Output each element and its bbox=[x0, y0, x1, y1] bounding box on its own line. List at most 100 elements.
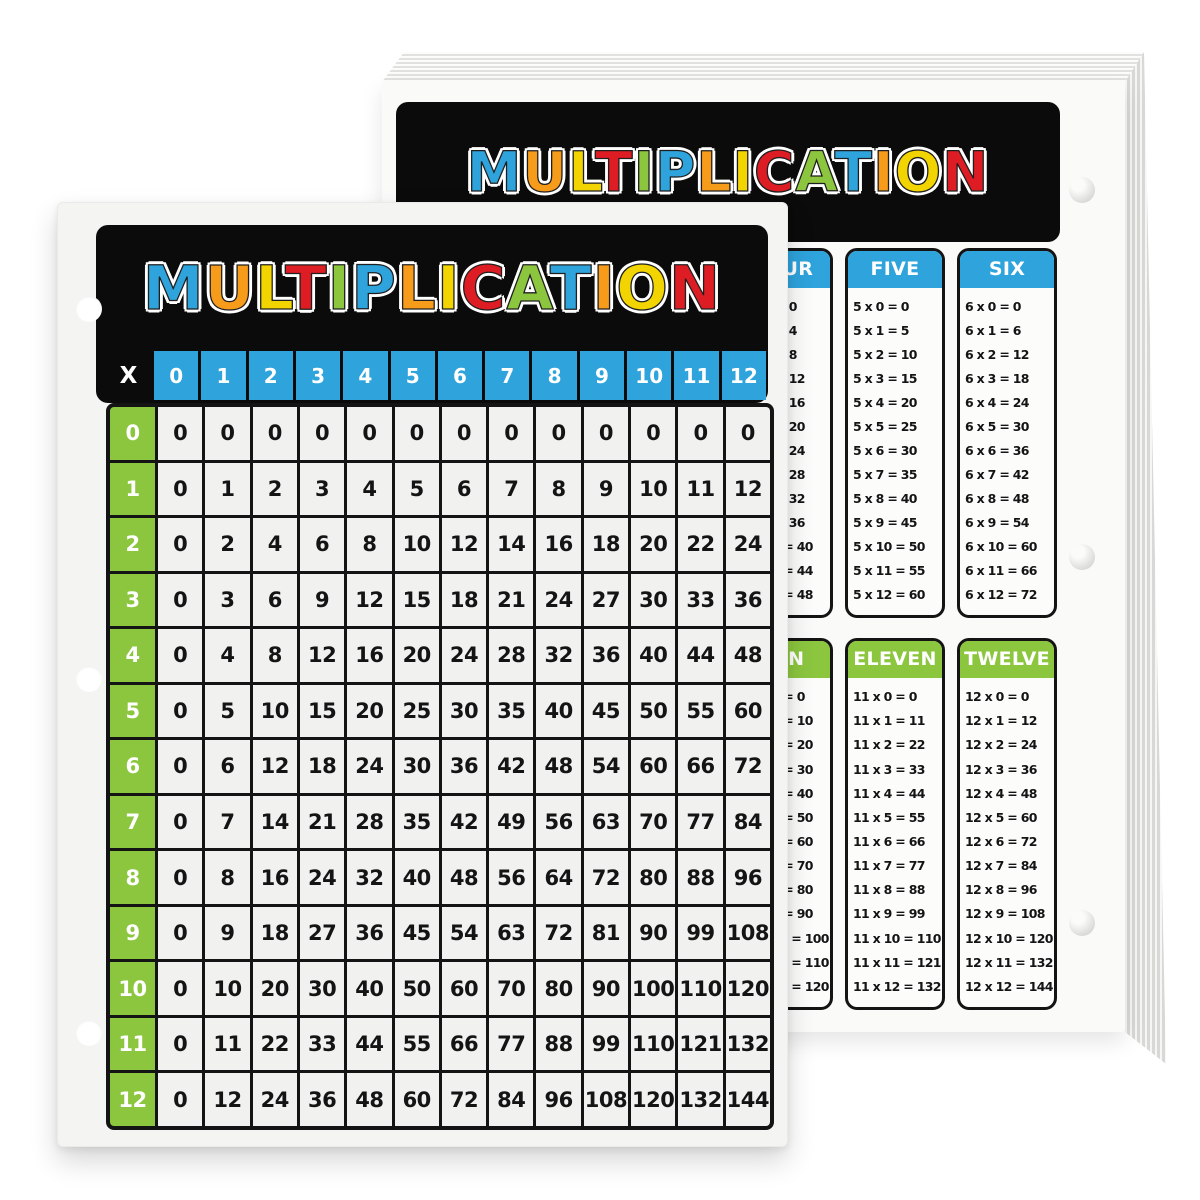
title-letter: N bbox=[668, 252, 722, 324]
grid-cell: 36 bbox=[299, 1073, 345, 1126]
fact-line: 12 x 1 = 12 bbox=[965, 713, 1037, 729]
grid-cell: 0 bbox=[583, 407, 629, 460]
fact-line: 5 x 0 = 0 bbox=[853, 299, 909, 314]
grid-cell: 4 bbox=[347, 462, 392, 516]
title-letter: T bbox=[549, 252, 593, 324]
grid-cell: 0 bbox=[441, 407, 487, 460]
grid-col-header: 3 bbox=[295, 351, 341, 400]
grid-cell: 0 bbox=[158, 906, 203, 960]
grid-cell: 54 bbox=[441, 906, 487, 960]
grid-cell: 77 bbox=[678, 795, 723, 849]
grid-cell: 72 bbox=[725, 740, 770, 793]
fact-line: 11 x 2 = 22 bbox=[853, 737, 925, 753]
grid-cell: 84 bbox=[725, 795, 770, 849]
grid-row-header: 9 bbox=[110, 906, 155, 960]
grid-cell: 0 bbox=[347, 407, 392, 460]
grid-cell: 0 bbox=[678, 407, 723, 460]
hole-punch bbox=[76, 666, 102, 692]
fact-line: 5 x 4 = 20 bbox=[853, 395, 917, 410]
grid-cell: 10 bbox=[205, 962, 250, 1015]
title-letter: O bbox=[894, 139, 943, 204]
fact-column-five: FIVE 5 x 0 = 0 5 x 1 = 5 5 x 2 = 10 5 x 3 = … bbox=[845, 248, 945, 618]
fact-line: 11 x 8 = 88 bbox=[853, 882, 925, 898]
fact-column-eleven: ELEVEN 11 x 0 = 0 11 x 1 = 11 11 x 2 = 22 11… bbox=[845, 638, 945, 1010]
grid-cell: 60 bbox=[631, 740, 676, 793]
grid-cell: 90 bbox=[583, 962, 629, 1015]
grid-cell: 8 bbox=[252, 629, 297, 682]
fact-line: 5 x 10 = 50 bbox=[853, 539, 925, 554]
grid-cell: 0 bbox=[299, 407, 345, 460]
grid-col-header: 9 bbox=[579, 351, 625, 400]
fact-column-six: SIX 6 x 0 = 0 6 x 1 = 6 6 x 2 = 12 6 x 3 = 1… bbox=[957, 248, 1057, 618]
grid-cell: 66 bbox=[441, 1017, 487, 1071]
grid-cell: 12 bbox=[347, 573, 392, 627]
grid-cell: 32 bbox=[347, 851, 392, 904]
grid-cell: 20 bbox=[631, 518, 676, 571]
back-title-panel: MULTIPLICATION bbox=[396, 102, 1060, 242]
grid-cell: 56 bbox=[489, 851, 534, 904]
grid-col-header: 11 bbox=[674, 351, 719, 400]
grid-cell: 108 bbox=[583, 1073, 629, 1126]
grid-cell: 77 bbox=[489, 1017, 534, 1071]
fact-line: 6 x 5 = 30 bbox=[965, 419, 1029, 434]
title-letter: U bbox=[204, 252, 256, 324]
grid-cell: 72 bbox=[536, 906, 581, 960]
grid-cell: 48 bbox=[725, 629, 770, 682]
grid-cell: 80 bbox=[536, 962, 581, 1015]
grid-cell: 12 bbox=[441, 518, 487, 571]
grid-row-header: 10 bbox=[110, 962, 155, 1015]
grid-row-header: 6 bbox=[110, 740, 155, 793]
hole-punch bbox=[1069, 544, 1095, 570]
grid-cell: 49 bbox=[489, 795, 534, 849]
grid-cell: 60 bbox=[441, 962, 487, 1015]
grid-cell: 7 bbox=[489, 462, 534, 516]
grid-cell: 0 bbox=[158, 629, 203, 682]
fact-list: 6 x 0 = 0 6 x 1 = 6 6 x 2 = 12 6 x 3 = 18 6 … bbox=[960, 288, 1054, 615]
grid-cell: 36 bbox=[725, 573, 770, 627]
grid-cell: 35 bbox=[394, 795, 439, 849]
fact-line: 6 x 11 = 66 bbox=[965, 563, 1037, 578]
grid-cell: 0 bbox=[394, 407, 439, 460]
grid-cell: 40 bbox=[394, 851, 439, 904]
title-letter: T bbox=[284, 252, 328, 324]
grid-cell: 110 bbox=[631, 1017, 676, 1071]
grid-cell: 27 bbox=[299, 906, 345, 960]
fact-line: 12 x 7 = 84 bbox=[965, 858, 1037, 874]
grid-cell: 110 bbox=[678, 962, 723, 1015]
grid-cell: 42 bbox=[441, 795, 487, 849]
title-letter: I bbox=[732, 139, 754, 204]
grid-cell: 60 bbox=[394, 1073, 439, 1126]
grid-cell: 99 bbox=[583, 1017, 629, 1071]
grid-row-header: 0 bbox=[110, 407, 155, 460]
front-card-title: MULTIPLICATION bbox=[142, 257, 721, 319]
title-letter: L bbox=[396, 252, 437, 324]
grid-cell: 0 bbox=[205, 407, 250, 460]
grid-cell: 66 bbox=[678, 740, 723, 793]
fact-line: 11 x 3 = 33 bbox=[853, 761, 925, 777]
grid-cell: 88 bbox=[536, 1017, 581, 1071]
grid-cell: 12 bbox=[252, 740, 297, 793]
grid-cell: 14 bbox=[252, 795, 297, 849]
grid-cell: 80 bbox=[631, 851, 676, 904]
fact-line: 12 x 11 = 132 bbox=[965, 954, 1053, 970]
grid-cell: 0 bbox=[158, 573, 203, 627]
grid-cell: 96 bbox=[536, 1073, 581, 1126]
fact-line: 12 x 2 = 24 bbox=[965, 737, 1037, 753]
grid-cell: 12 bbox=[299, 629, 345, 682]
grid-cell: 0 bbox=[252, 407, 297, 460]
fact-line: 6 x 8 = 48 bbox=[965, 491, 1029, 506]
fact-line: 11 x 1 = 11 bbox=[853, 713, 925, 729]
fact-line: 6 x 7 = 42 bbox=[965, 467, 1029, 482]
grid-row-header: 3 bbox=[110, 573, 155, 627]
grid-cell: 1 bbox=[205, 462, 250, 516]
fact-line: 12 x 8 = 96 bbox=[965, 882, 1037, 898]
title-letter: I bbox=[327, 252, 352, 324]
title-letter: P bbox=[351, 252, 397, 324]
title-letter: I bbox=[872, 139, 895, 204]
grid-cell: 90 bbox=[631, 906, 676, 960]
title-letter: A bbox=[506, 252, 550, 324]
grid-cell: 108 bbox=[725, 906, 770, 960]
grid-cell: 4 bbox=[252, 518, 297, 571]
front-title-panel: MULTIPLICATION X 0 1 2 3 4 5 6 7 8 9 10 11 12 bbox=[96, 225, 768, 403]
